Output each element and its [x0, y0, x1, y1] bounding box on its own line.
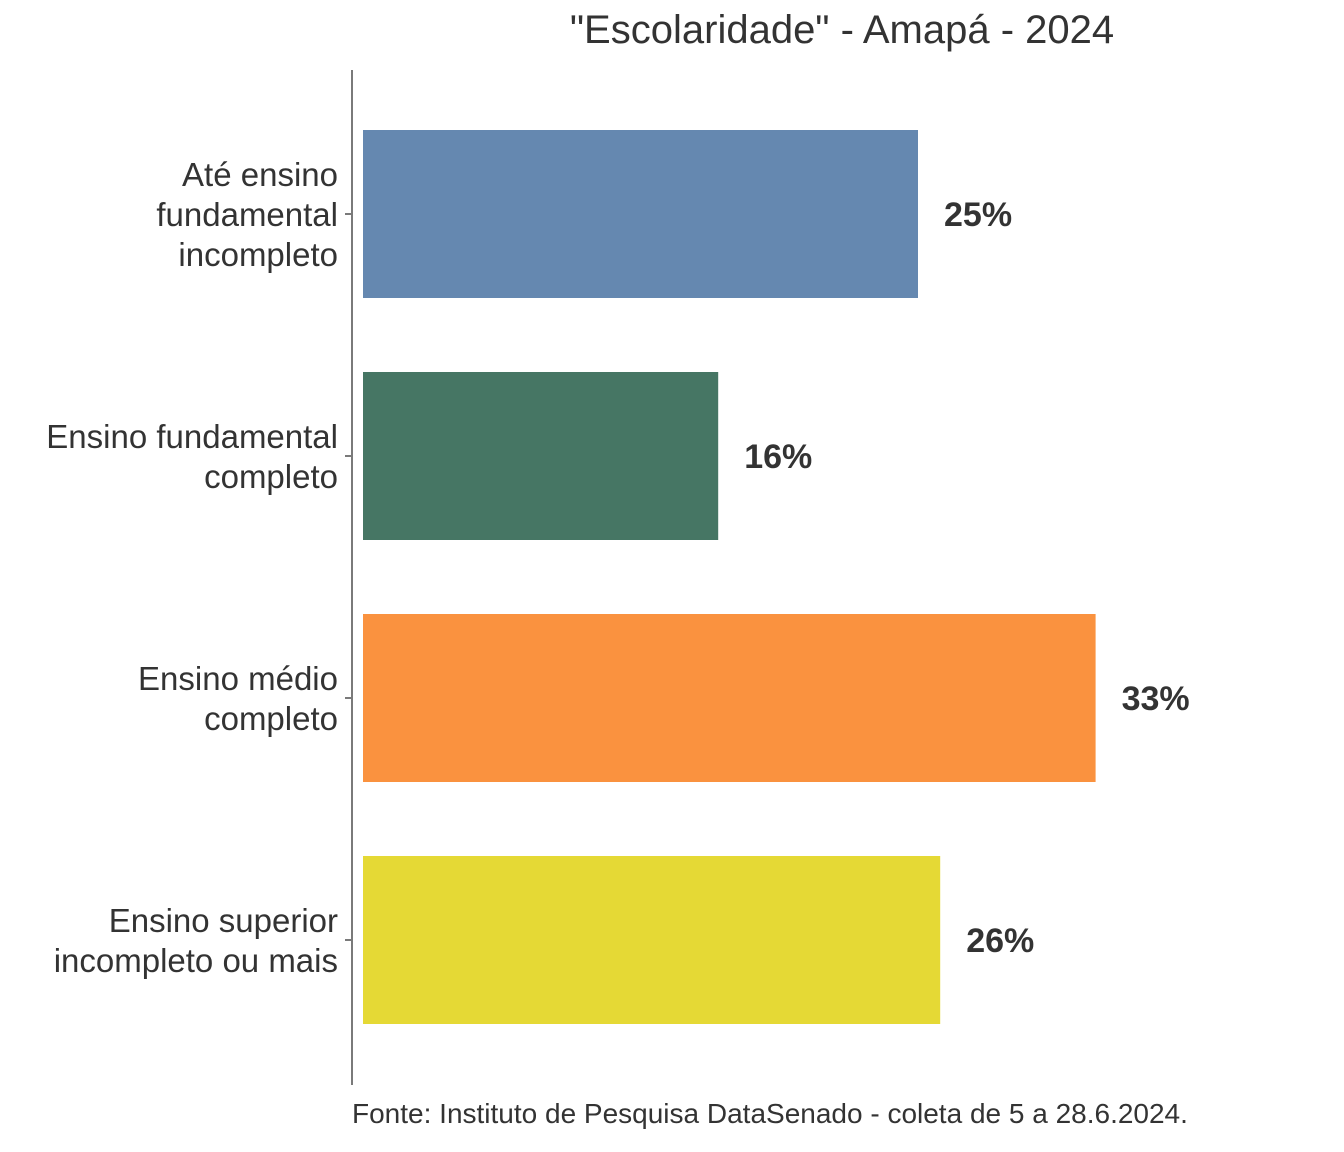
category-label-line: Ensino fundamental: [46, 418, 338, 455]
category-label-line: completo: [204, 458, 338, 495]
value-label-1: 16%: [744, 438, 812, 476]
category-label-line: completo: [204, 700, 338, 737]
value-label-3: 26%: [966, 922, 1034, 960]
category-label-1: Ensino fundamental completo: [46, 418, 338, 495]
bars-layer: Até ensino fundamental incompleto 25% Ensino…: [46, 130, 1190, 1024]
value-label-2: 33%: [1122, 680, 1190, 718]
source-note: Fonte: Instituto de Pesquisa DataSenado …: [352, 1098, 1188, 1129]
category-label-line: incompleto: [178, 236, 338, 273]
category-label-0: Até ensino fundamental incompleto: [156, 156, 338, 273]
bar-0: [363, 130, 918, 298]
bar-3: [363, 856, 941, 1024]
category-label-line: incompleto ou mais: [54, 942, 338, 979]
category-label-3: Ensino superior incompleto ou mais: [54, 902, 338, 979]
category-label-line: Até ensino: [182, 156, 338, 193]
category-label-line: Ensino superior: [109, 902, 338, 939]
bar-1: [363, 372, 719, 540]
value-label-0: 25%: [944, 196, 1012, 234]
category-label-line: Ensino médio: [138, 660, 338, 697]
chart-title: "Escolaridade" - Amapá - 2024: [569, 8, 1115, 52]
category-label-2: Ensino médio completo: [138, 660, 338, 737]
bar-2: [363, 614, 1096, 782]
category-label-line: fundamental: [156, 196, 338, 233]
